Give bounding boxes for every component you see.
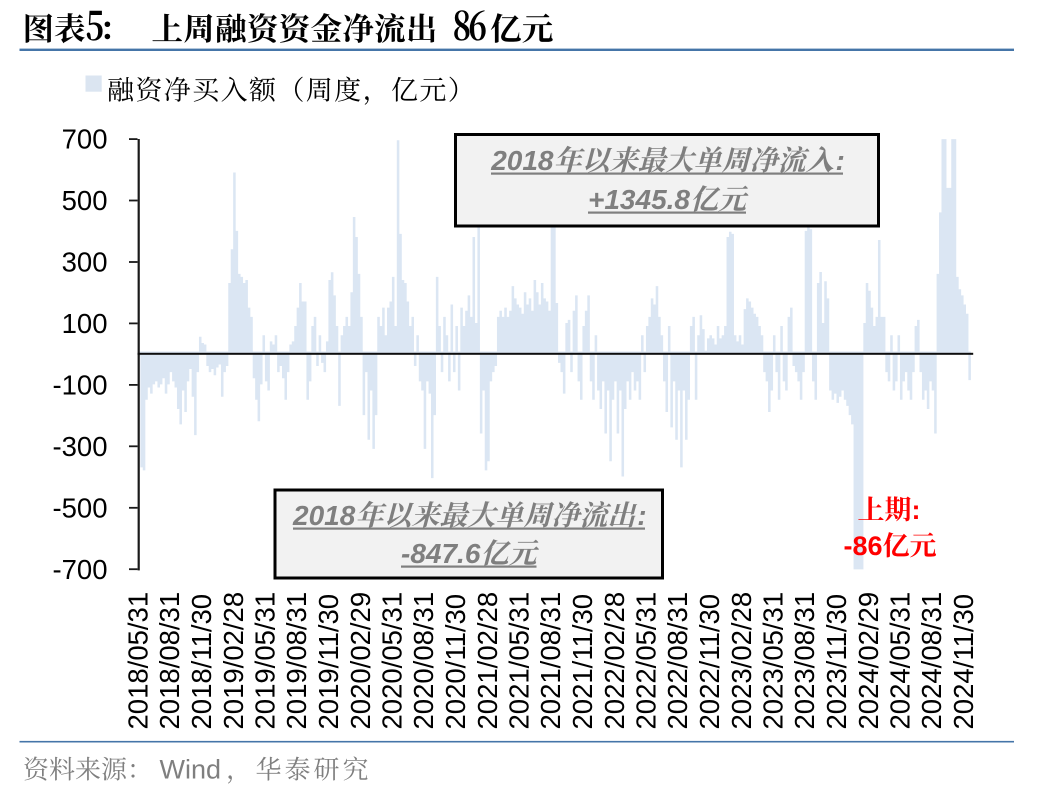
- svg-text:2018: 2018: [490, 145, 554, 176]
- svg-text:2018: 2018: [292, 500, 356, 531]
- svg-text:-300: -300: [52, 431, 107, 462]
- svg-text:500: 500: [62, 185, 108, 216]
- svg-text:-500: -500: [52, 492, 107, 523]
- svg-text:2023/02/28: 2023/02/28: [726, 592, 757, 730]
- svg-text:-86: -86: [844, 531, 883, 561]
- svg-text:2024/05/31: 2024/05/31: [885, 592, 916, 730]
- svg-text:2022/08/31: 2022/08/31: [662, 592, 693, 730]
- svg-text:2020/08/31: 2020/08/31: [408, 592, 439, 730]
- svg-text:2024/11/30: 2024/11/30: [948, 594, 979, 730]
- svg-text:2023/11/30: 2023/11/30: [821, 594, 852, 730]
- svg-text:+1345.8: +1345.8: [588, 184, 690, 215]
- svg-text:-847.6: -847.6: [401, 538, 481, 569]
- svg-text:2022/05/31: 2022/05/31: [631, 592, 662, 730]
- svg-text:Wind: Wind: [160, 755, 222, 785]
- svg-text:2018/11/30: 2018/11/30: [186, 594, 217, 730]
- svg-text:2019/11/30: 2019/11/30: [313, 594, 344, 730]
- svg-text::: :: [637, 500, 646, 531]
- svg-text:2019/02/28: 2019/02/28: [218, 592, 249, 730]
- svg-text:100: 100: [62, 308, 108, 339]
- svg-text::: :: [912, 495, 921, 525]
- svg-text:700: 700: [62, 124, 108, 155]
- svg-text:2023/05/31: 2023/05/31: [758, 592, 789, 730]
- svg-text:-100: -100: [52, 370, 107, 401]
- svg-text:2021/08/31: 2021/08/31: [535, 592, 566, 730]
- svg-text:2021/02/28: 2021/02/28: [472, 592, 503, 730]
- svg-text:2020/02/29: 2020/02/29: [345, 592, 376, 730]
- svg-text:2024/08/31: 2024/08/31: [916, 592, 947, 730]
- svg-text:2023/08/31: 2023/08/31: [789, 592, 820, 730]
- svg-text:2020/11/30: 2020/11/30: [440, 594, 471, 730]
- svg-text:2018/08/31: 2018/08/31: [154, 592, 185, 730]
- svg-text:2020/05/31: 2020/05/31: [377, 592, 408, 730]
- svg-text:2019/05/31: 2019/05/31: [250, 592, 281, 730]
- svg-text:-700: -700: [52, 554, 107, 585]
- svg-text:2022/11/30: 2022/11/30: [694, 594, 725, 730]
- svg-text:300: 300: [62, 247, 108, 278]
- svg-text:2021/11/30: 2021/11/30: [567, 594, 598, 730]
- svg-text::: :: [836, 145, 845, 176]
- svg-text:2024/02/29: 2024/02/29: [853, 592, 884, 730]
- svg-text:2019/08/31: 2019/08/31: [281, 592, 312, 730]
- svg-text:2018/05/31: 2018/05/31: [123, 592, 154, 730]
- svg-text:2021/05/31: 2021/05/31: [504, 592, 535, 730]
- svg-text:2022/02/28: 2022/02/28: [599, 592, 630, 730]
